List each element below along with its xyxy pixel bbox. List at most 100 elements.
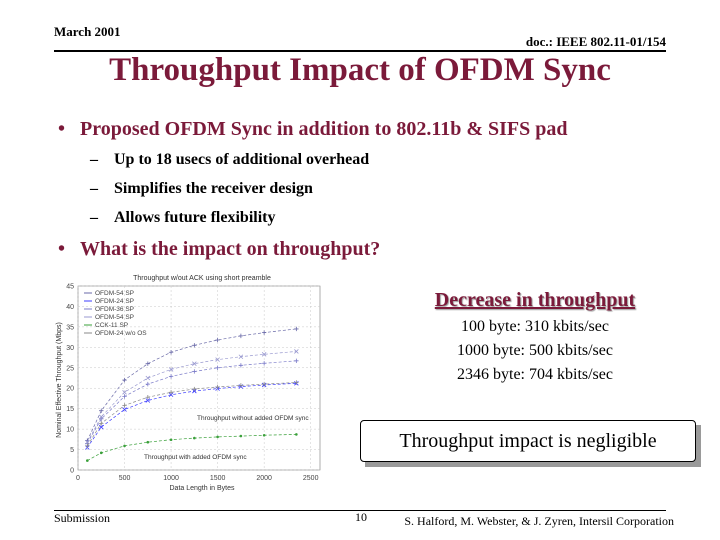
data-point [294, 349, 299, 354]
footer-rule [54, 510, 666, 511]
data-point [98, 424, 104, 430]
data-point [295, 433, 298, 436]
data-point [239, 434, 243, 438]
data-point [238, 333, 244, 339]
chart-ticks: 0 5 10 15 20 25 30 35 40 45 0 500 1000 1500 2000 2500 [66, 284, 318, 483]
data-point [146, 440, 150, 444]
data-point [85, 443, 90, 449]
x-tick-label: 1500 [210, 475, 226, 482]
data-point [215, 357, 220, 362]
chart-series [85, 326, 299, 462]
x-axis-label: Data Length in Bytes [170, 485, 235, 492]
data-point [123, 444, 126, 448]
y-tick-label: 30 [66, 345, 74, 352]
data-point [261, 381, 267, 387]
y-tick-label: 15 [66, 406, 74, 413]
data-point [145, 381, 151, 387]
decrease-2346-byte: 2346 byte: 704 kbits/sec [457, 366, 613, 383]
data-point [99, 408, 104, 413]
data-point [215, 365, 220, 370]
sub-bullet-dash: – [90, 209, 98, 226]
data-point [192, 343, 197, 348]
legend-entry: OFDM-54 SP [95, 290, 134, 297]
sub-bullet-text: Allows future flexibility [114, 209, 276, 226]
data-point [122, 394, 127, 399]
data-point [261, 361, 267, 366]
data-point [294, 326, 299, 332]
data-point [168, 374, 174, 379]
data-point [145, 361, 151, 366]
decrease-title: Decrease in throughput [434, 289, 636, 311]
x-tick-label: 1000 [163, 475, 179, 482]
data-point [168, 392, 174, 398]
y-tick-label: 5 [70, 447, 74, 454]
series-line [86, 328, 297, 441]
sub-bullet-dash: – [90, 180, 98, 197]
data-point [145, 395, 151, 400]
data-point [192, 369, 197, 374]
data-point [238, 383, 244, 388]
header-doc-id: doc.: IEEE 802.11-01/154 [525, 34, 666, 49]
sub-bullet-dash: – [90, 151, 98, 168]
legend-entry: OFDM-54 SP [95, 314, 134, 321]
data-point [238, 363, 244, 368]
bullet-ofdm-sync: • Proposed OFDM Sync in addition to 802.1… [58, 118, 568, 141]
data-point [122, 403, 127, 408]
y-tick-label: 10 [66, 427, 74, 434]
chart-title: Throughput w/out ACK using short preambl… [133, 275, 271, 282]
bullet-text: Proposed OFDM Sync in addition to 802.11… [80, 118, 568, 140]
y-tick-label: 35 [66, 324, 74, 331]
bullet-dot: • [58, 238, 66, 260]
bullet-impact-question: • What is the impact on throughput? [58, 238, 380, 261]
decrease-1000-byte: 1000 byte: 500 kbits/sec [457, 342, 613, 359]
data-point [122, 390, 127, 395]
data-point [98, 414, 104, 420]
annotation-without-sync: Throughput without added OFDM sync [197, 415, 309, 422]
data-point [169, 438, 173, 442]
data-point [294, 380, 299, 385]
series-line [86, 360, 297, 444]
data-point [261, 330, 267, 335]
y-tick-label: 0 [70, 468, 74, 475]
header-date: March 2001 [54, 24, 121, 39]
footer-submission: Submission [54, 511, 111, 525]
data-point [168, 350, 174, 355]
legend-entry: OFDM-24 w/o OS [95, 330, 147, 337]
footer-authors: S. Halford, M. Webster, & J. Zyren, Inte… [404, 514, 674, 528]
data-point [193, 436, 196, 440]
data-point [294, 358, 299, 364]
data-point [122, 407, 127, 412]
sub-bullet-text: Simplifies the receiver design [114, 180, 313, 197]
legend-entry: OFDM-36 SP [95, 306, 134, 313]
footer-page-number: 10 [355, 510, 367, 524]
data-point [145, 398, 151, 403]
y-tick-label: 25 [66, 365, 74, 372]
data-point [238, 354, 244, 360]
data-point [145, 375, 151, 381]
data-point [216, 435, 219, 439]
data-point [86, 459, 89, 462]
sub-bullet-overhead: – Up to 18 usecs of additional overhead [90, 151, 369, 169]
throughput-chart: Throughput w/out ACK using short preambl… [56, 275, 321, 492]
x-tick-label: 0 [76, 475, 80, 482]
legend-entry: OFDM-24 SP [95, 298, 134, 305]
data-point [192, 361, 197, 366]
slide-title: Throughput Impact of OFDM Sync [109, 52, 611, 88]
data-point [215, 384, 220, 390]
data-point [122, 377, 127, 383]
data-point [262, 433, 266, 437]
bullet-dot: • [58, 118, 66, 140]
data-point [261, 352, 267, 357]
callout-text: Throughput impact is negligible [399, 429, 657, 452]
callout-box: Throughput impact is negligible [360, 420, 696, 462]
y-axis-label: Nominal Effective Throughput (Mbps) [56, 322, 63, 438]
data-point [99, 451, 103, 455]
x-tick-label: 500 [119, 475, 131, 482]
data-point [99, 421, 104, 426]
decrease-100-byte: 100 byte: 310 kbits/sec [461, 318, 609, 335]
header-rule [54, 50, 666, 52]
y-tick-label: 20 [66, 386, 74, 393]
data-point [168, 390, 174, 395]
x-tick-label: 2000 [256, 475, 272, 482]
